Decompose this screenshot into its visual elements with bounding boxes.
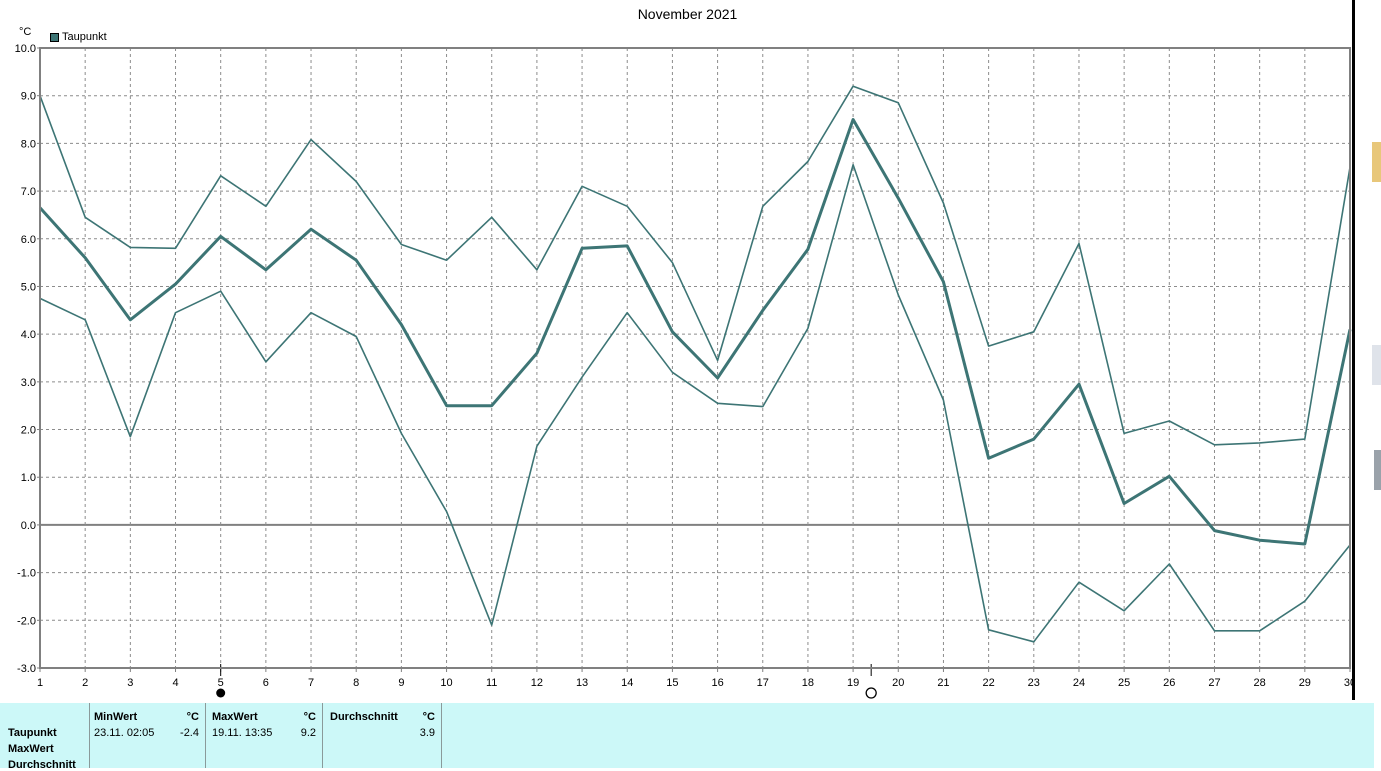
- x-tick-label: 3: [127, 677, 133, 689]
- chart-title: November 2021: [637, 6, 738, 22]
- minwert-column: MinWert °C 23.11. 02:05 -2.4: [90, 703, 205, 768]
- series-min-line: [39, 164, 1351, 643]
- durchschnitt-column: Durchschnitt °C 3.9: [323, 703, 441, 768]
- grid: [40, 48, 1350, 668]
- minwert-header: MinWert: [94, 711, 138, 723]
- new-moon-icon: [216, 688, 226, 698]
- x-tick-label: 8: [353, 677, 359, 689]
- panel-divider: [322, 703, 323, 768]
- full-moon-icon: [865, 687, 877, 699]
- x-tick-label: 23: [1028, 677, 1040, 689]
- x-tick-label: 11: [486, 677, 497, 689]
- x-tick-label: 29: [1299, 677, 1311, 689]
- y-tick-label: 5.0: [21, 281, 36, 293]
- x-tick-label: 28: [1254, 677, 1266, 689]
- y-ticks: 10.0 9.0 8.0 7.0 6.0 5.0 4.0 3.0 2.0 1.0 0.0 -1.0 -2…: [15, 43, 40, 675]
- durchschnitt-value: 3.9: [419, 727, 435, 739]
- x-tick-label: 18: [802, 677, 814, 689]
- x-tick-label: 20: [892, 677, 904, 689]
- y-tick-label: 3.0: [21, 377, 36, 389]
- legend-swatch: [50, 32, 59, 42]
- x-tick-label: 9: [398, 677, 404, 689]
- y-tick-label: 2.0: [21, 425, 36, 437]
- stats-panel: Taupunkt MaxWert Durchschnitt MinWert °C…: [0, 703, 1374, 771]
- window-edge-swatch: [1374, 450, 1381, 490]
- panel-divider: [89, 703, 90, 768]
- series-max-line: [39, 85, 1351, 446]
- y-tick-label: -3.0: [17, 663, 36, 675]
- panel-divider: [441, 703, 442, 768]
- y-tick-label: -2.0: [17, 615, 36, 627]
- x-tick-label: 25: [1118, 677, 1130, 689]
- maxwert-column: MaxWert °C 19.11. 13:35 9.2: [206, 703, 322, 768]
- x-tick-label: 7: [308, 677, 314, 689]
- panel-divider: [205, 703, 206, 768]
- y-tick-label: 0.0: [21, 520, 36, 532]
- x-tick-label: 12: [531, 677, 543, 689]
- x-tick-label: 15: [666, 677, 678, 689]
- moon-phases: [216, 664, 877, 699]
- x-tick-label: 17: [757, 677, 769, 689]
- y-tick-label: 8.0: [21, 138, 36, 150]
- row-label-durchschnitt: Durchschnitt: [8, 759, 76, 771]
- minwert-unit: °C: [186, 711, 199, 723]
- x-tick-label: 13: [576, 677, 588, 689]
- dewpoint-chart: 10.0 9.0 8.0 7.0 6.0 5.0 4.0 3.0 2.0 1.0 0.0 -1.0 -2…: [15, 43, 1356, 699]
- y-unit-label: °C: [19, 26, 32, 38]
- x-tick-label: 19: [847, 677, 859, 689]
- maxwert-header: MaxWert: [212, 711, 258, 723]
- maxwert-value: 9.2: [300, 727, 316, 739]
- row-label-taupunkt: Taupunkt: [8, 727, 57, 739]
- x-tick-label: 24: [1073, 677, 1085, 689]
- x-tick-label: 21: [937, 677, 949, 689]
- x-ticks: 1 2 3 4 5 6 7 8 9 10 11 12 13 14 15 16 17 18 19 20 21 22 23 24 2…: [37, 668, 1356, 689]
- plot-frame: [39, 47, 1351, 669]
- x-tick-label: 2: [82, 677, 88, 689]
- maxwert-time: 19.11. 13:35: [212, 727, 273, 739]
- window-edge-swatch: [1372, 345, 1381, 385]
- series-mean-line: [38, 118, 1352, 546]
- x-tick-label: 1: [37, 677, 43, 689]
- row-label-maxwert: MaxWert: [8, 743, 54, 755]
- x-tick-label: 4: [172, 677, 178, 689]
- x-tick-label: 16: [711, 677, 723, 689]
- minwert-time: 23.11. 02:05: [94, 727, 155, 739]
- series-lines: [38, 85, 1352, 643]
- x-tick-label: 22: [982, 677, 994, 689]
- x-tick-label: 5: [218, 677, 224, 689]
- y-tick-label: 6.0: [21, 234, 36, 246]
- x-tick-label: 6: [263, 677, 269, 689]
- window-edge-swatch: [1372, 142, 1381, 182]
- durchschnitt-header: Durchschnitt: [330, 711, 398, 723]
- x-tick-label: 10: [440, 677, 452, 689]
- maxwert-unit: °C: [303, 711, 316, 723]
- y-tick-label: 7.0: [21, 186, 36, 198]
- legend-label: Taupunkt: [62, 31, 107, 43]
- minwert-value: -2.4: [180, 727, 199, 739]
- y-tick-label: 9.0: [21, 91, 36, 103]
- y-tick-label: 10.0: [15, 43, 36, 55]
- y-tick-label: -1.0: [17, 568, 36, 580]
- y-tick-label: 4.0: [21, 329, 36, 341]
- x-tick-label: 14: [621, 677, 633, 689]
- x-tick-label: 26: [1163, 677, 1175, 689]
- durchschnitt-unit: °C: [422, 711, 435, 723]
- y-tick-label: 1.0: [21, 472, 36, 484]
- legend: Taupunkt: [50, 31, 107, 43]
- x-tick-label: 27: [1208, 677, 1220, 689]
